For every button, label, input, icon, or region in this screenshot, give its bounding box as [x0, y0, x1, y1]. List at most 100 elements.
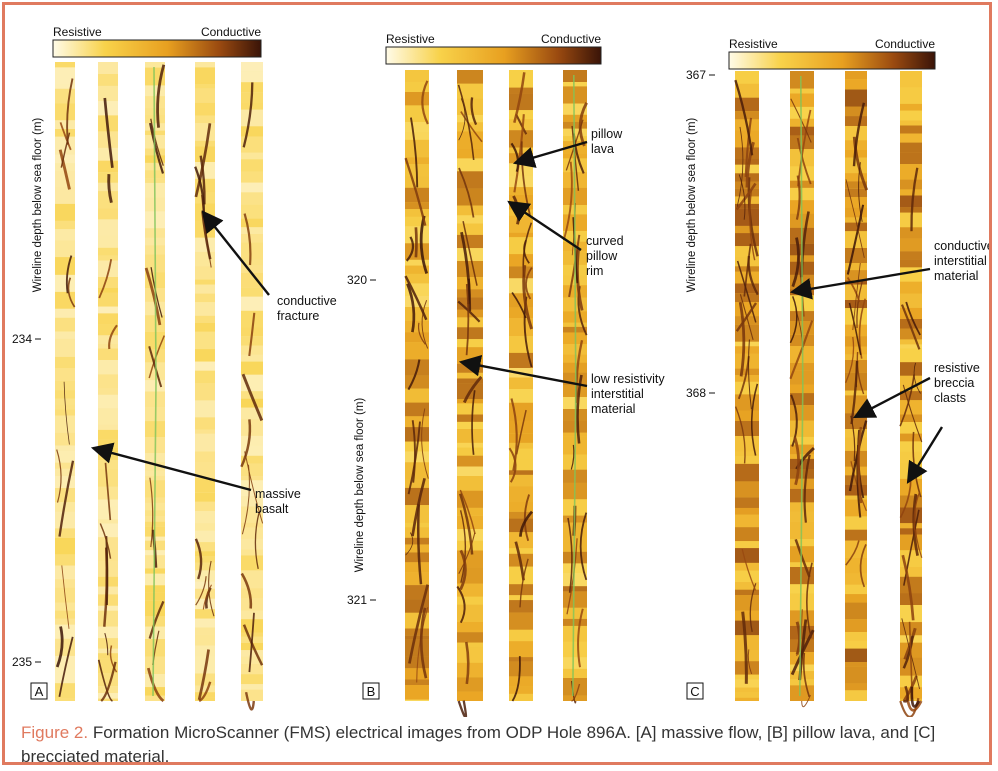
- annotation-line: conductive: [277, 294, 337, 308]
- fracture-streak: [460, 231, 472, 312]
- strip-texture: [509, 459, 533, 471]
- panel-label: B: [367, 684, 376, 699]
- strip-texture: [55, 618, 75, 625]
- strip-texture: [457, 447, 483, 456]
- fracture-streak: [406, 283, 416, 333]
- strip-texture: [845, 308, 867, 325]
- fracture-streak: [144, 267, 162, 326]
- strip-texture: [509, 470, 533, 475]
- strip-texture: [55, 368, 75, 381]
- strip-texture: [241, 265, 263, 273]
- fracture-streak: [525, 267, 533, 300]
- strip-texture: [735, 246, 759, 258]
- strip-texture: [457, 466, 483, 476]
- fms-image-strip: [144, 62, 166, 703]
- strip-texture: [509, 511, 533, 519]
- strip-texture: [98, 287, 118, 293]
- strip-texture: [55, 683, 75, 699]
- fracture-streak: [254, 510, 261, 570]
- fracture-streak: [405, 236, 415, 262]
- strip-texture: [509, 693, 533, 701]
- strip-texture: [405, 562, 429, 573]
- strip-texture: [563, 128, 587, 137]
- strip-texture: [563, 573, 587, 587]
- strip-texture: [509, 237, 533, 255]
- strip-texture: [845, 173, 867, 182]
- strip-texture: [457, 604, 483, 622]
- strip-texture: [900, 328, 922, 340]
- fracture-streak: [416, 607, 429, 683]
- strip-texture: [195, 322, 215, 332]
- strip-texture: [98, 388, 118, 395]
- strip-texture: [509, 266, 533, 279]
- annotation-line: basalt: [255, 502, 289, 516]
- fracture-streak: [150, 118, 164, 166]
- strip-texture: [405, 451, 429, 463]
- strip-texture: [735, 507, 759, 515]
- strip-texture: [241, 159, 263, 172]
- strip-texture: [790, 685, 814, 701]
- strip-texture: [509, 352, 533, 368]
- strip-texture: [241, 204, 263, 219]
- strip-texture: [145, 585, 165, 593]
- strip-texture: [195, 511, 215, 524]
- panel-label-box: [30, 682, 48, 700]
- annotation-label: curved pillow rim: [586, 234, 624, 278]
- depth-tick-label: 368: [686, 386, 706, 400]
- strip-texture: [845, 126, 867, 141]
- strip-texture: [98, 653, 118, 659]
- strip-texture: [55, 257, 75, 275]
- strip-texture: [735, 410, 759, 421]
- strip-texture: [405, 585, 429, 600]
- strip-texture: [845, 336, 867, 347]
- strip-texture: [55, 528, 75, 539]
- strip-texture: [98, 313, 118, 325]
- depth-tick-label: 321: [347, 593, 367, 607]
- strip-texture: [98, 360, 118, 375]
- fms-image-strip: [240, 62, 264, 711]
- strip-texture: [457, 158, 483, 172]
- strip-texture: [241, 71, 263, 83]
- fracture-streak: [567, 517, 573, 593]
- strip-texture: [405, 427, 429, 442]
- strip-texture: [845, 71, 867, 80]
- depth-tick-label: 234: [12, 332, 32, 346]
- annotation-label: conductive interstitial material: [934, 239, 989, 283]
- strip-texture: [98, 638, 118, 649]
- strip-texture: [55, 624, 75, 639]
- strip-texture: [195, 530, 215, 542]
- strip-texture: [845, 437, 867, 451]
- strip-texture: [195, 433, 215, 452]
- fracture-streak: [58, 149, 71, 190]
- strip-texture: [457, 223, 483, 235]
- strip-texture: [900, 567, 922, 577]
- fracture-streak: [104, 632, 109, 656]
- strip-texture: [55, 171, 75, 188]
- fracture-streak: [156, 64, 166, 128]
- fracture-streak: [404, 157, 427, 226]
- strip-texture: [195, 609, 215, 619]
- strip-texture: [98, 698, 118, 701]
- strip-texture: [735, 497, 759, 508]
- strip-texture: [195, 102, 215, 116]
- strip-texture: [405, 92, 429, 106]
- panel-overlay-c: Resistive Conductive Wireline depth below …: [686, 37, 989, 700]
- strip-texture: [195, 361, 215, 371]
- strip-texture: [509, 318, 533, 336]
- fracture-streak: [901, 554, 915, 621]
- strip-texture: [55, 120, 75, 129]
- strip-texture: [55, 409, 75, 416]
- strip-texture: [735, 203, 759, 209]
- fracture-streak: [197, 649, 210, 701]
- figure-caption: Figure 2. Formation MicroScanner (FMS) e…: [21, 721, 981, 769]
- strip-texture: [845, 222, 867, 232]
- fms-image-strip: [194, 62, 215, 703]
- strip-texture: [900, 87, 922, 104]
- strip-texture: [900, 422, 922, 434]
- fracture-streak: [801, 694, 811, 708]
- strip-texture: [509, 307, 533, 318]
- strip-texture: [98, 693, 118, 699]
- strip-texture: [845, 662, 867, 667]
- strip-texture: [735, 257, 759, 267]
- strip-texture: [241, 182, 263, 193]
